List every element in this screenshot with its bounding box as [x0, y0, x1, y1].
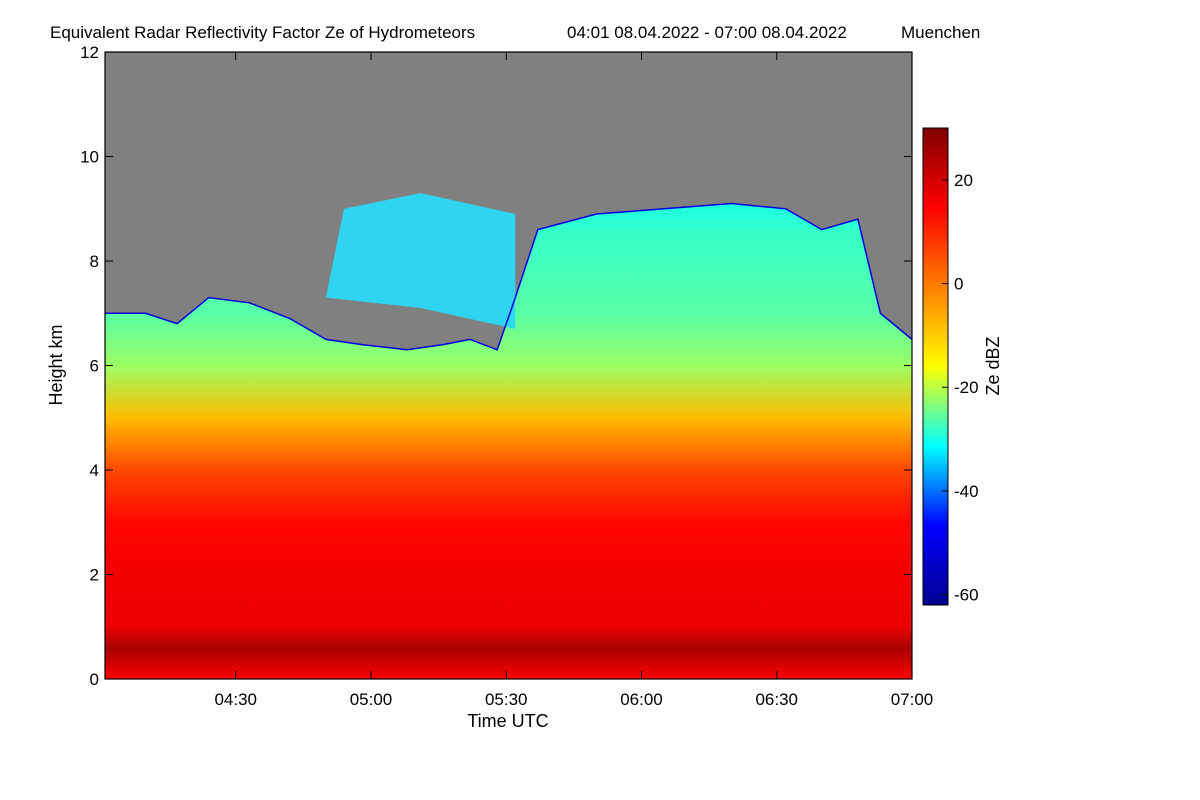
y-tick-label: 4	[90, 461, 99, 480]
x-tick-label: 05:00	[350, 690, 393, 709]
colorbar-tick-label: -60	[954, 586, 979, 605]
chart-location: Muenchen	[901, 23, 980, 42]
y-axis-label: Height km	[46, 324, 66, 405]
colorbar-ticks: 20 0 -20 -40 -60	[942, 171, 979, 605]
echo-top-edge	[105, 202, 912, 351]
y-tick-label: 2	[90, 566, 99, 585]
x-axis-label: Time UTC	[467, 711, 548, 731]
y-tick-label: 0	[90, 670, 99, 689]
colorbar-label: Ze dBZ	[983, 336, 1003, 395]
colorbar-tick-label: 20	[954, 171, 973, 190]
chart-title: Equivalent Radar Reflectivity Factor Ze …	[50, 23, 475, 42]
colorbar-tick-label: -20	[954, 378, 979, 397]
x-tick-label: 05:30	[485, 690, 528, 709]
upper-cloud-layer	[325, 193, 516, 329]
colorbar-tick-label: -40	[954, 482, 979, 501]
x-tick-label: 06:00	[620, 690, 663, 709]
x-tick-label: 04:30	[214, 690, 257, 709]
colorbar-gradient	[922, 127, 949, 606]
x-axis: 04:30 05:00 05:30 06:00 06:30 07:00	[214, 52, 933, 709]
y-tick-label: 10	[80, 148, 99, 167]
chart-time-range: 04:01 08.04.2022 - 07:00 08.04.2022	[567, 23, 847, 42]
colorbar: 20 0 -20 -40 -60 Ze dBZ	[922, 127, 1003, 606]
y-tick-label: 12	[80, 43, 99, 62]
y-axis: 0 2 4 6 8 10 12	[80, 43, 912, 689]
x-tick-label: 06:30	[755, 690, 798, 709]
y-tick-label: 8	[90, 252, 99, 271]
y-tick-label: 6	[90, 357, 99, 376]
plot-area	[104, 51, 913, 680]
x-tick-label: 07:00	[891, 690, 934, 709]
colorbar-tick-label: 0	[954, 275, 963, 294]
